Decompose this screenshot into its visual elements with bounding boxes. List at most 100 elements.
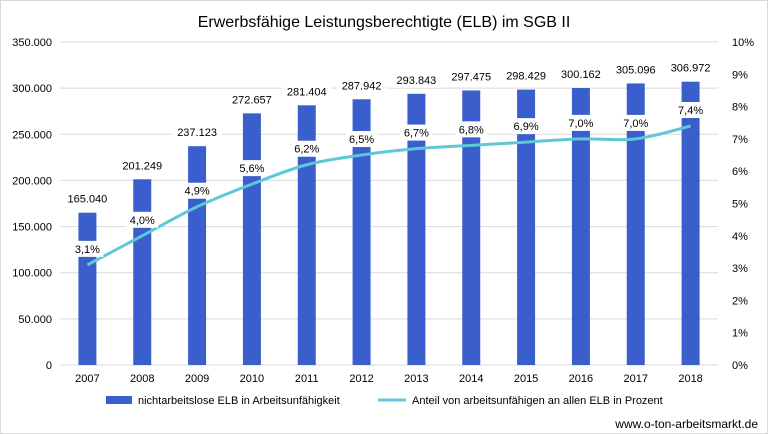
bar (78, 212, 97, 365)
line-label-box (71, 240, 104, 257)
line-label-box (564, 114, 597, 131)
line-label-box (235, 160, 268, 177)
y-tick-label: 150.000 (12, 222, 52, 234)
line-data-label: 6,2% (294, 144, 319, 156)
y-tick-label: 350.000 (12, 37, 52, 49)
y-tick-label: 50.000 (18, 314, 52, 326)
bar (571, 87, 590, 366)
line-data-label: 7,0% (623, 118, 648, 130)
bar (407, 93, 426, 365)
line-data-label: 6,8% (459, 124, 484, 136)
bar (352, 99, 371, 366)
legend-line-label: Anteil von arbeitsunfähigen an allen ELB… (412, 395, 663, 407)
bar-data-label: 300.162 (561, 69, 601, 81)
y-axis-left: 0 50.000 100.000 150.000 200.000 250.000 300.0… (12, 37, 52, 372)
bar-label-box (501, 67, 552, 84)
line-data-label: 7,0% (568, 118, 593, 130)
bar-label-box (117, 157, 168, 174)
bar-data-label: 237.123 (177, 127, 217, 139)
x-tick-label: 2014 (459, 373, 483, 385)
line-data-label: 6,5% (349, 134, 374, 146)
bar (517, 89, 536, 366)
line-label-box (674, 101, 707, 118)
line-data-label: 4,0% (130, 215, 155, 227)
line-series (86, 124, 691, 267)
y2-tick-label: 6% (732, 166, 748, 178)
bar-data-label: 298.429 (506, 71, 546, 83)
y2-tick-label: 9% (732, 69, 748, 81)
line-label-box (510, 118, 543, 135)
bar-data-label: 297.475 (451, 71, 491, 83)
x-tick-label: 2010 (240, 373, 264, 385)
line-label-box (455, 121, 488, 138)
y2-tick-label: 8% (732, 102, 748, 114)
bar (626, 83, 645, 366)
bar (681, 81, 700, 366)
line-data-label: 6,9% (514, 121, 539, 133)
bar (188, 146, 207, 365)
line-label-box (181, 182, 214, 199)
bar-label-box (172, 124, 223, 141)
bar-data-label: 305.096 (616, 64, 656, 76)
y2-tick-label: 10% (732, 37, 754, 49)
y2-tick-label: 1% (732, 328, 748, 340)
line-data-label: 5,6% (239, 163, 264, 175)
y-tick-label: 200.000 (12, 175, 52, 187)
bar-label-box (281, 83, 332, 100)
bar-data-labels: 165.040 201.249 237.123 272.657 281.404 287.9… (62, 59, 716, 207)
bar-label-box (336, 77, 387, 94)
bar-label-box (610, 61, 661, 78)
y2-tick-label: 7% (732, 134, 748, 146)
y2-tick-label: 4% (732, 231, 748, 243)
line-label-box (345, 131, 378, 148)
legend-bar-swatch (106, 396, 132, 404)
y2-tick-label: 0% (732, 360, 748, 372)
y2-tick-label: 5% (732, 199, 748, 211)
y-tick-label: 0 (46, 360, 52, 372)
bar-data-label: 201.249 (122, 160, 162, 172)
bar (133, 179, 152, 365)
bar-data-label: 287.942 (342, 80, 382, 92)
line-data-label: 4,9% (185, 186, 210, 198)
bar-label-box (446, 68, 497, 85)
x-tick-label: 2017 (624, 373, 648, 385)
gridlines (60, 41, 718, 366)
x-tick-label: 2012 (349, 373, 373, 385)
bar (297, 105, 316, 365)
bar-data-label: 272.657 (232, 94, 272, 106)
bar-data-label: 281.404 (287, 86, 327, 98)
x-tick-label: 2018 (678, 373, 702, 385)
line-data-label: 3,1% (75, 244, 100, 256)
bar-label-box (226, 91, 277, 108)
x-tick-label: 2008 (130, 373, 154, 385)
x-axis: 2007 2008 2009 2010 2011 2012 2013 2014 2015 2016… (75, 373, 703, 385)
bar-data-label: 165.040 (68, 194, 108, 206)
line-label-box (290, 140, 323, 157)
y-tick-label: 250.000 (12, 129, 52, 141)
line-data-labels: 3,1% 4,0% 4,9% 5,6% 6,2% 6,5% 6,7% 6,8% 6,9% 7,0%… (71, 101, 707, 257)
x-tick-label: 2016 (569, 373, 593, 385)
x-tick-label: 2011 (295, 373, 319, 385)
bar (242, 113, 261, 365)
source-credit: www.o-ton-arbeitsmarkt.de (614, 417, 758, 431)
bar-data-label: 293.843 (397, 75, 437, 87)
line-label-box (400, 124, 433, 141)
bar-series (78, 81, 700, 366)
bar-label-box (391, 71, 442, 88)
chart-title: Erwerbsfähige Leistungsberechtigte (ELB)… (198, 14, 571, 31)
x-tick-label: 2009 (185, 373, 209, 385)
y2-tick-label: 2% (732, 295, 748, 307)
x-tick-label: 2007 (75, 373, 99, 385)
line-data-label: 7,4% (678, 105, 703, 117)
bar (462, 90, 481, 365)
bar-label-box (62, 190, 113, 207)
x-tick-label: 2013 (404, 373, 428, 385)
y-tick-label: 100.000 (12, 268, 52, 280)
y2-tick-label: 3% (732, 263, 748, 275)
line-label-box (619, 114, 652, 131)
bar-label-box (665, 59, 716, 76)
legend-bar-label: nichtarbeitslose ELB in Arbeitsunfähigke… (138, 395, 340, 407)
x-tick-label: 2015 (514, 373, 538, 385)
bar-data-label: 306.972 (671, 63, 711, 75)
